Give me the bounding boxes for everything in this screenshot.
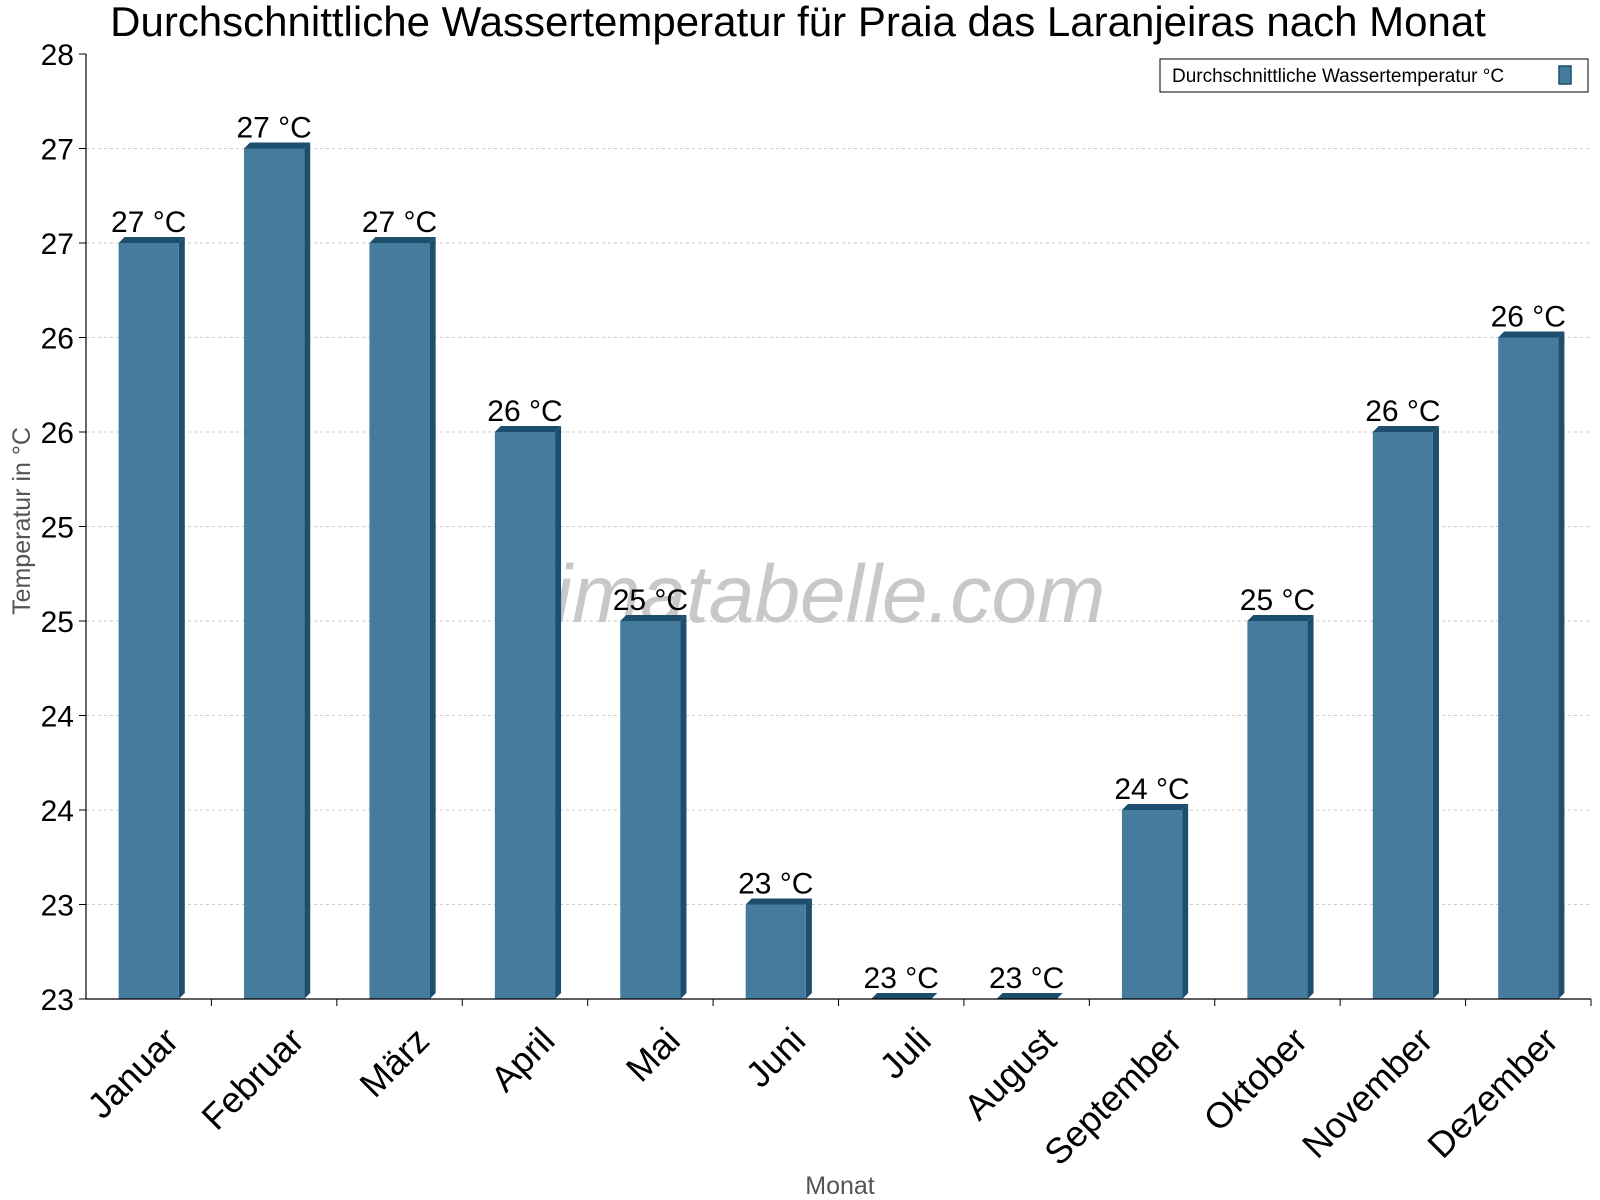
y-tick-label: 26 (41, 417, 74, 450)
bar (118, 237, 185, 999)
bar-side (1307, 615, 1314, 999)
data-label: 23 °C (738, 868, 813, 901)
x-tick-label: November (1294, 1019, 1440, 1165)
data-label: 27 °C (111, 206, 186, 239)
bar-top (494, 426, 562, 432)
data-label: 27 °C (236, 112, 311, 145)
bar-side (429, 237, 436, 999)
bar (745, 898, 812, 999)
bar-front (1372, 432, 1433, 999)
bar (494, 426, 562, 999)
data-label: 26 °C (487, 395, 562, 428)
bar-top (244, 142, 311, 149)
watermark: klimatabelle.com (495, 549, 1106, 640)
bar (1498, 331, 1565, 999)
data-label: 24 °C (1114, 773, 1189, 806)
data-label: 25 °C (613, 584, 688, 617)
bar-front (1121, 810, 1183, 999)
bar-side (680, 615, 687, 999)
data-label: 26 °C (1365, 395, 1440, 428)
legend-label: Durchschnittliche Wassertemperatur °C (1172, 66, 1504, 87)
bar-front (244, 148, 305, 999)
y-tick-label: 28 (41, 39, 74, 72)
grid-lines (86, 148, 1591, 905)
y-axis-label: Temperatur in °C (8, 427, 36, 615)
bar-top (1247, 615, 1314, 621)
x-tick-label: Juni (738, 1019, 814, 1095)
bar-top (369, 237, 436, 243)
data-label: 25 °C (1240, 584, 1315, 617)
y-tick-label: 24 (41, 701, 74, 734)
data-label: 23 °C (989, 962, 1064, 995)
x-tick-label: Februar (193, 1019, 311, 1137)
data-label: 27 °C (362, 206, 437, 239)
x-tick-label: April (483, 1019, 563, 1099)
x-tick-label: Oktober (1195, 1019, 1315, 1139)
bar-front (745, 904, 806, 999)
bar-side (1558, 331, 1565, 999)
legend-swatch (1558, 65, 1572, 85)
bar-side (805, 898, 812, 999)
bar-side (555, 426, 562, 999)
bar-front (494, 432, 556, 999)
bar-side (304, 142, 311, 999)
bar-top (1372, 426, 1439, 432)
legend-box (1159, 58, 1589, 93)
x-tick-label: September (1036, 1019, 1190, 1173)
bar (369, 237, 436, 999)
axes (79, 53, 1592, 1006)
x-tick-label: März (351, 1019, 437, 1105)
bar-top (745, 898, 812, 905)
bar (871, 993, 938, 999)
bar-side (1182, 804, 1189, 999)
data-label: 23 °C (864, 962, 939, 995)
bar-side (1432, 426, 1439, 999)
bar-front (369, 243, 430, 999)
y-tick-label: 25 (41, 512, 74, 545)
data-labels: 27 °C 27 °C 27 °C 26 °C 25 °C 23 °C 23 °C 23 °C… (111, 112, 1566, 996)
bar (244, 142, 311, 999)
bar-top (118, 237, 185, 243)
chart-title: Durchschnittliche Wassertemperatur für P… (110, 0, 1486, 45)
bar-top (871, 993, 938, 999)
y-tick-label: 23 (41, 984, 74, 1017)
bar (1247, 615, 1314, 999)
bar (1121, 804, 1189, 999)
y-tick-label: 27 (41, 228, 74, 261)
bar-top (1121, 804, 1189, 810)
y-tick-label: 24 (41, 795, 74, 828)
bar-top (996, 993, 1063, 999)
x-tick-label: Dezember (1419, 1019, 1565, 1165)
bar-front (620, 621, 681, 999)
x-tick-label: Mai (618, 1019, 688, 1089)
x-axis-label: Monat (805, 1172, 875, 1200)
bars (118, 142, 1565, 999)
bar-front (1498, 337, 1559, 999)
x-tick-label: August (956, 1019, 1064, 1127)
bar-side (178, 237, 185, 999)
x-tick-labels: Januar Februar März April Mai Juni Juli AugustS… (79, 1019, 1565, 1173)
y-tick-label: 23 (41, 890, 74, 923)
data-label: 26 °C (1491, 301, 1566, 334)
x-tick-label: Januar (79, 1019, 186, 1126)
bar (1372, 426, 1439, 999)
bar-top (1498, 331, 1565, 338)
bar (996, 993, 1063, 999)
bar-front (118, 243, 179, 999)
bar-top (620, 615, 687, 621)
y-tick-labels: 28 27 27 26 26 25 25 24 24 23 23 (41, 39, 74, 1017)
bar-front (1247, 621, 1308, 999)
y-tick-label: 26 (41, 323, 74, 356)
y-tick-label: 27 (41, 134, 74, 167)
legend: Durchschnittliche Wassertemperatur °C (1159, 58, 1589, 93)
bar (620, 615, 687, 999)
x-tick-label: Juli (871, 1019, 938, 1086)
y-tick-label: 25 (41, 606, 74, 639)
